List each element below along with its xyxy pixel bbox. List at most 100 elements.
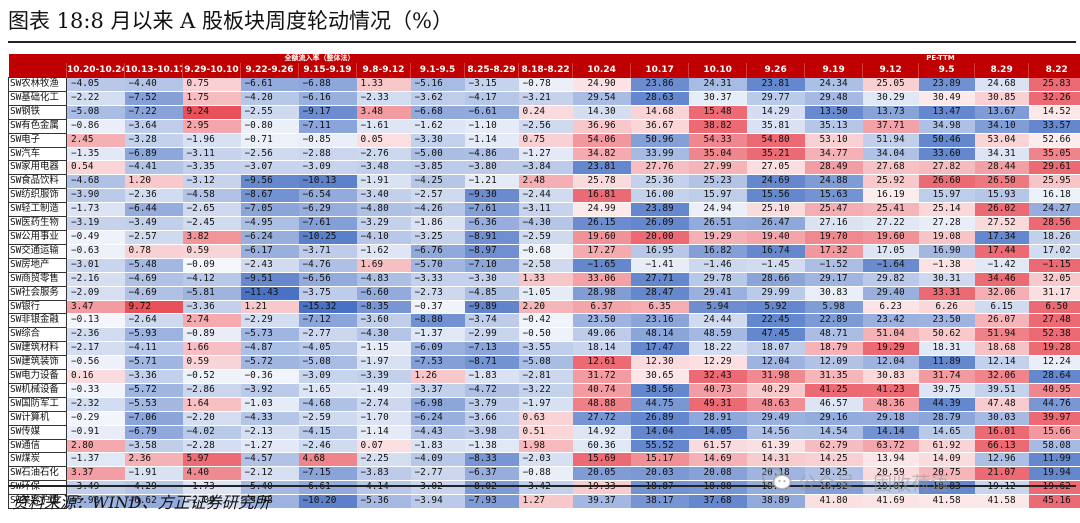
flow-cell: −4.12 [182, 272, 241, 287]
industry-name: SW美容护理 [8, 494, 67, 510]
pe-cell: 25.23 [688, 174, 747, 190]
pe-cell: 12.14 [974, 355, 1029, 371]
industry-name: SW汽车 [8, 146, 67, 162]
pe-cell: 51.04 [862, 327, 919, 343]
flow-cell: −5.71 [124, 355, 183, 371]
flow-cell: −3.11 [182, 147, 241, 162]
flow-cell: 1.27 [518, 494, 573, 510]
flow-cell: −6.61 [298, 480, 357, 496]
pe-cell: 19.40 [746, 230, 805, 245]
table-row: SW社会服务 −2.09 −4.69 −5.81 −11.43 −3.75 −6.60 −2.… [8, 285, 1080, 301]
flow-cell: 2.45 [66, 133, 125, 148]
pe-cell: 13.94 [862, 452, 919, 468]
pe-cell: −1.42 [974, 258, 1029, 273]
flow-cell: −2.86 [182, 383, 241, 398]
flow-cell: −6.79 [124, 425, 183, 440]
date-header-row: 10.20-10.24 10.13-10.17 9.29-10.10 9.22-9.2… [8, 63, 1080, 78]
flow-cell: −1.62 [356, 244, 411, 259]
flow-cell: −0.29 [66, 411, 125, 426]
pe-cell: 29.48 [804, 91, 863, 106]
pe-cell: 28.56 [1028, 216, 1080, 231]
pe-cell: 14.30 [572, 105, 631, 120]
table-row: SW钢铁 −5.08 −7.22 9.24 −2.55 −9.17 3.48 −6.68 −6.… [8, 104, 1080, 120]
industry-name: SW计算机 [8, 410, 67, 426]
flow-cell: −5.08 [66, 105, 125, 120]
flow-cell: −1.91 [124, 466, 183, 482]
flow-cell: −6.89 [124, 147, 183, 162]
flow-cell: −0.42 [518, 313, 573, 329]
pe-cell: 27.05 [746, 160, 805, 176]
pe-cell: 24.34 [804, 77, 863, 92]
industry-name: SW电子 [8, 132, 67, 148]
flow-cell: −3.09 [298, 369, 357, 384]
pe-cell: 27.72 [572, 411, 631, 426]
flow-cell: −4.05 [66, 77, 125, 92]
flow-cell: −3.36 [124, 369, 183, 384]
industry-name: SW煤炭 [8, 452, 67, 468]
flow-cell: −0.80 [240, 119, 299, 134]
pe-date-header: 9.12 [862, 63, 920, 78]
corner-cell [8, 54, 67, 63]
flow-cell: −7.10 [464, 258, 519, 273]
flow-cell: −1.37 [66, 452, 125, 468]
pe-cell: 12.61 [572, 355, 631, 371]
pe-cell: 51.94 [974, 327, 1029, 343]
flow-cell: −7.61 [464, 202, 519, 218]
table-row: SW基础化工 −2.22 −7.52 1.75 −4.20 −6.16 −2.33 −3.62… [8, 90, 1080, 106]
pe-cell: 14.09 [918, 452, 975, 468]
flow-cell: −3.55 [518, 341, 573, 357]
rotation-table-wrap: 全额流入率（整体法） PE-TTM 10.20-10.24 10.13-10.17… [8, 54, 1080, 510]
flow-cell: 0.75 [518, 133, 573, 148]
flow-cell: 1.33 [356, 77, 411, 92]
flow-cell: −2.81 [518, 369, 573, 384]
flow-cell: −0.78 [518, 77, 573, 92]
flow-cell: −0.68 [518, 244, 573, 259]
pe-cell: 40.29 [746, 383, 805, 398]
flow-date-header: 9.1-9.5 [410, 63, 465, 78]
flow-cell: −9.51 [240, 272, 299, 287]
flow-cell: −0.91 [66, 425, 125, 440]
pe-cell: 19.28 [1028, 341, 1080, 357]
flow-cell: −6.09 [410, 341, 465, 357]
flow-cell: −3.28 [124, 133, 183, 148]
bottom-rule [8, 485, 1076, 487]
flow-cell: −3.35 [182, 160, 241, 176]
flow-cell: −1.70 [356, 411, 411, 426]
pe-cell: 66.13 [974, 439, 1029, 454]
pe-cell: 14.68 [630, 105, 689, 120]
flow-cell: −9.56 [240, 174, 299, 190]
pe-cell: 48.59 [688, 327, 747, 343]
flow-cell: −1.73 [66, 202, 125, 218]
flow-cell: −2.28 [182, 439, 241, 454]
pe-cell: 54.06 [572, 133, 631, 148]
flow-cell: −5.98 [240, 494, 299, 510]
flow-cell: −3.48 [356, 160, 411, 176]
flow-date-header: 8.18-8.22 [518, 63, 574, 78]
pe-cell: 19.12 [974, 480, 1029, 496]
table-row: SW房地产 −3.01 −5.48 −0.09 −2.43 −4.76 1.69 −5.70−… [8, 257, 1080, 273]
figure-title: 图表 18:8 月以来 A 股板块周度轮动情况（%） [8, 9, 453, 33]
pe-cell: 27.76 [630, 160, 689, 176]
pe-cell: 25.47 [804, 202, 863, 218]
flow-cell: −6.68 [410, 105, 465, 120]
industry-name: SW环保 [8, 480, 67, 496]
industry-name: SW建筑装饰 [8, 355, 67, 371]
flow-cell: 1.64 [182, 397, 241, 412]
flow-cell: −1.65 [298, 383, 357, 398]
pe-cell: 23.16 [630, 313, 689, 329]
pe-cell: 14.54 [804, 425, 863, 440]
pe-cell: 48.88 [572, 397, 631, 412]
flow-cell: −4.85 [464, 286, 519, 301]
pe-cell: 35.13 [804, 119, 863, 134]
pe-cell: 32.06 [974, 369, 1029, 384]
pe-cell: 34.46 [974, 272, 1029, 287]
pe-cell: 37.68 [688, 494, 747, 510]
flow-cell: −2.64 [124, 313, 183, 329]
table-row: SW非银金融 −0.13 −2.64 2.74 −2.29 −7.12 −3.60 −8.80… [8, 313, 1080, 329]
pe-cell: 28.64 [1028, 369, 1080, 384]
flow-cell: −2.20 [182, 411, 241, 426]
flow-cell: −4.02 [182, 425, 241, 440]
pe-cell: 15.97 [688, 188, 747, 204]
industry-name: SW国防军工 [8, 396, 67, 412]
pe-cell: 22.45 [746, 313, 805, 329]
